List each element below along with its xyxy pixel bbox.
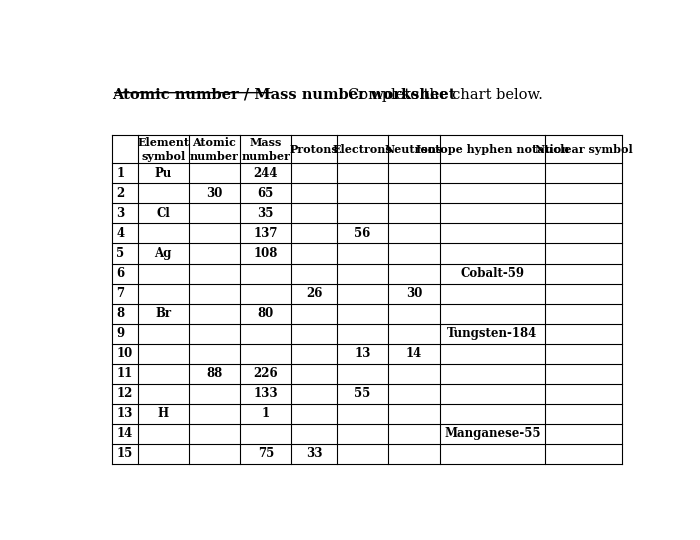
Text: 1: 1 (116, 167, 125, 180)
Text: 226: 226 (253, 367, 278, 380)
Text: 75: 75 (258, 448, 274, 461)
Text: 56: 56 (354, 227, 371, 240)
Text: Isotope hyphen notation: Isotope hyphen notation (416, 144, 569, 155)
Text: Complete the chart below.: Complete the chart below. (348, 87, 542, 102)
Text: Neutrons: Neutrons (385, 144, 443, 155)
Text: Pu: Pu (155, 167, 172, 180)
Text: 108: 108 (253, 247, 278, 260)
Text: 13: 13 (116, 407, 132, 420)
Text: Ag: Ag (155, 247, 172, 260)
Text: 11: 11 (116, 367, 132, 380)
Text: 15: 15 (116, 448, 132, 461)
Text: 88: 88 (206, 367, 223, 380)
Text: Cl: Cl (156, 207, 170, 220)
Text: 14: 14 (116, 427, 132, 441)
Text: Atomic number / Mass number worksheet: Atomic number / Mass number worksheet (112, 87, 456, 102)
Text: 30: 30 (406, 287, 422, 300)
Text: Element
symbol: Element symbol (137, 137, 189, 162)
Text: Manganese-55: Manganese-55 (444, 427, 540, 441)
Text: H: H (158, 407, 169, 420)
Text: 7: 7 (116, 287, 125, 300)
Text: 3: 3 (116, 207, 125, 220)
Text: 14: 14 (406, 347, 422, 360)
Text: 10: 10 (116, 347, 132, 360)
Text: 13: 13 (354, 347, 371, 360)
Text: Atomic
number: Atomic number (190, 137, 239, 162)
Text: 1: 1 (262, 407, 270, 420)
Text: Cobalt-59: Cobalt-59 (460, 267, 524, 280)
Text: Mass
number: Mass number (241, 137, 290, 162)
Text: 8: 8 (116, 307, 125, 320)
Text: 12: 12 (116, 387, 132, 400)
Text: 30: 30 (206, 187, 223, 200)
Text: 6: 6 (116, 267, 125, 280)
Text: 5: 5 (116, 247, 125, 260)
Text: 33: 33 (306, 448, 323, 461)
Text: Tungsten-184: Tungsten-184 (447, 327, 538, 340)
Text: 9: 9 (116, 327, 125, 340)
Text: Br: Br (155, 307, 172, 320)
Text: 137: 137 (253, 227, 278, 240)
Text: 244: 244 (253, 167, 278, 180)
Text: 35: 35 (258, 207, 274, 220)
Text: Nuclear symbol: Nuclear symbol (535, 144, 632, 155)
Text: 55: 55 (354, 387, 371, 400)
Text: 133: 133 (253, 387, 278, 400)
Text: 26: 26 (306, 287, 323, 300)
Text: 80: 80 (258, 307, 274, 320)
Text: Protons: Protons (290, 144, 339, 155)
Text: 4: 4 (116, 227, 125, 240)
Text: 2: 2 (116, 187, 125, 200)
Text: 65: 65 (258, 187, 274, 200)
Text: Electrons: Electrons (332, 144, 393, 155)
